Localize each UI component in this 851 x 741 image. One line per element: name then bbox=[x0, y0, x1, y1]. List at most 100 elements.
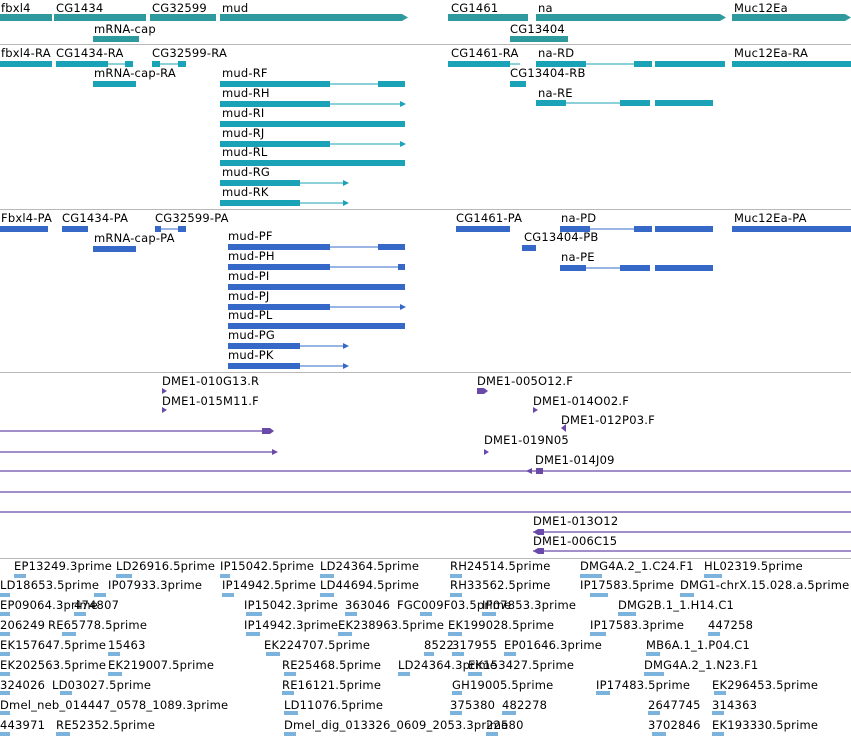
est-label[interactable]: DMG1-chrX.15.028.a.5prime bbox=[680, 578, 850, 592]
est-label[interactable]: 324026 bbox=[0, 678, 46, 692]
protein-label[interactable]: na-PE bbox=[561, 250, 595, 264]
est-label[interactable]: LD24364.5prime bbox=[320, 559, 420, 573]
transcript-label[interactable]: CG1434-RA bbox=[56, 46, 124, 60]
est-label[interactable]: HL02319.5prime bbox=[704, 559, 803, 573]
clone-label[interactable]: DME1-006C15 bbox=[533, 534, 618, 548]
est-label[interactable]: IP17583.5prime bbox=[580, 578, 675, 592]
est-label[interactable]: GH19005.5prime bbox=[452, 678, 554, 692]
est-label[interactable]: LD03027.5prime bbox=[52, 678, 152, 692]
transcript-label[interactable]: fbxl4-RA bbox=[1, 46, 51, 60]
transcript-label[interactable]: mRNA-cap-RA bbox=[94, 66, 176, 80]
gene-label[interactable]: CG13404 bbox=[510, 22, 565, 36]
est-label[interactable]: EK224707.5prime bbox=[264, 638, 371, 652]
transcript-label[interactable]: mud-RF bbox=[222, 66, 268, 80]
est-label[interactable]: 22580 bbox=[486, 718, 524, 732]
est-label[interactable]: EK199028.5prime bbox=[448, 618, 555, 632]
transcript-label[interactable]: na-RE bbox=[538, 86, 573, 100]
est-label[interactable]: EP01646.3prime bbox=[504, 638, 603, 652]
clone-label[interactable]: DME1-012P03.F bbox=[561, 413, 655, 427]
est-label[interactable]: 474807 bbox=[74, 598, 120, 612]
transcript-label[interactable]: Muc12Ea-RA bbox=[734, 46, 809, 60]
protein-label[interactable]: CG32599-PA bbox=[155, 211, 229, 225]
protein-label[interactable]: mud-PG bbox=[228, 328, 275, 342]
protein-label[interactable]: mud-PH bbox=[228, 249, 275, 263]
transcript-label[interactable]: CG32599-RA bbox=[152, 46, 228, 60]
gene-label[interactable]: CG1461 bbox=[451, 1, 499, 15]
est-label[interactable]: IP14942.5prime bbox=[222, 578, 317, 592]
gene-label[interactable]: fbxl4 bbox=[1, 1, 31, 15]
est-label[interactable]: EK238963.5prime bbox=[338, 618, 445, 632]
est-label[interactable]: DMG2B.1_1.H14.C1 bbox=[618, 598, 735, 612]
est-label[interactable]: IP17483.5prime bbox=[596, 678, 691, 692]
est-label[interactable]: RE16121.5prime bbox=[282, 678, 382, 692]
protein-label[interactable]: na-PD bbox=[561, 211, 597, 225]
est-label[interactable]: 447258 bbox=[708, 618, 754, 632]
est-label[interactable]: 8522 bbox=[424, 638, 455, 652]
protein-label[interactable]: CG1434-PA bbox=[62, 211, 129, 225]
transcript-label[interactable]: CG13404-RB bbox=[510, 66, 586, 80]
est-label[interactable]: Dmel_neb_014447_0578_1089.3prime bbox=[0, 698, 229, 712]
est-label[interactable]: EK153427.5prime bbox=[468, 658, 575, 672]
est-label[interactable]: 3702846 bbox=[648, 718, 701, 732]
est-label[interactable]: EK193330.5prime bbox=[712, 718, 819, 732]
est-label[interactable]: 314363 bbox=[712, 698, 758, 712]
clone-label[interactable]: DME1-014O02.F bbox=[533, 394, 630, 408]
protein-label[interactable]: mud-PK bbox=[228, 348, 274, 362]
est-label[interactable]: LD24364.3prime bbox=[398, 658, 498, 672]
est-label[interactable]: 443971 bbox=[0, 718, 46, 732]
gene-label[interactable]: mRNA-cap bbox=[94, 22, 156, 36]
protein-label[interactable]: Fbxl4-PA bbox=[1, 211, 53, 225]
est-label[interactable]: LD44694.5prime bbox=[320, 578, 420, 592]
est-label[interactable]: MB6A.1_1.P04.C1 bbox=[646, 638, 751, 652]
transcript-label[interactable]: mud-RJ bbox=[222, 126, 265, 140]
est-label[interactable]: RH33562.5prime bbox=[450, 578, 551, 592]
clone-label[interactable]: DME1-010G13.R bbox=[162, 374, 260, 388]
protein-label[interactable]: mud-PL bbox=[228, 308, 273, 322]
clone-label[interactable]: DME1-019N05 bbox=[484, 433, 569, 447]
transcript-label[interactable]: na-RD bbox=[538, 46, 575, 60]
protein-label[interactable]: CG13404-PB bbox=[524, 230, 599, 244]
transcript-label[interactable]: mud-RG bbox=[222, 165, 271, 179]
gene-label[interactable]: Muc12Ea bbox=[734, 1, 788, 15]
protein-label[interactable]: Muc12Ea-PA bbox=[734, 211, 807, 225]
est-label[interactable]: EP13249.3prime bbox=[14, 559, 113, 573]
est-label[interactable]: IP07933.3prime bbox=[108, 578, 203, 592]
clone-label[interactable]: DME1-013O12 bbox=[533, 514, 619, 528]
est-label[interactable]: IP15042.5prime bbox=[220, 559, 315, 573]
protein-label[interactable]: mRNA-cap-PA bbox=[94, 231, 175, 245]
est-label[interactable]: 482278 bbox=[502, 698, 548, 712]
clone-label[interactable]: DME1-014J09 bbox=[535, 453, 615, 467]
est-label[interactable]: LD26916.5prime bbox=[116, 559, 216, 573]
clone-label[interactable]: DME1-005O12.F bbox=[477, 374, 574, 388]
est-label[interactable]: 206249 bbox=[0, 618, 46, 632]
est-label[interactable]: EK296453.5prime bbox=[712, 678, 819, 692]
est-label[interactable]: IP15042.3prime bbox=[244, 598, 339, 612]
est-label[interactable]: LD18653.5prime bbox=[0, 578, 100, 592]
gene-label[interactable]: na bbox=[538, 1, 553, 15]
est-label[interactable]: LD11076.5prime bbox=[284, 698, 384, 712]
transcript-label[interactable]: mud-RL bbox=[222, 145, 268, 159]
protein-label[interactable]: CG1461-PA bbox=[456, 211, 523, 225]
clone-label[interactable]: DME1-015M11.F bbox=[162, 394, 259, 408]
gene-label[interactable]: CG1434 bbox=[56, 1, 104, 15]
est-label[interactable]: 363046 bbox=[345, 598, 391, 612]
est-label[interactable]: 317955 bbox=[452, 638, 498, 652]
est-label[interactable]: EK157647.5prime bbox=[0, 638, 107, 652]
est-label[interactable]: 15463 bbox=[108, 638, 146, 652]
est-label[interactable]: FGC009F03.5prime bbox=[397, 598, 512, 612]
transcript-label[interactable]: mud-RI bbox=[222, 106, 265, 120]
est-label[interactable]: EK219007.5prime bbox=[108, 658, 215, 672]
transcript-label[interactable]: mud-RH bbox=[222, 86, 270, 100]
est-label[interactable]: IP17583.3prime bbox=[590, 618, 685, 632]
est-label[interactable]: DMG4A.2_1.N23.F1 bbox=[644, 658, 759, 672]
protein-label[interactable]: mud-PF bbox=[228, 229, 273, 243]
est-label[interactable]: RE65778.5prime bbox=[48, 618, 148, 632]
est-label[interactable]: IP14942.3prime bbox=[244, 618, 339, 632]
transcript-label[interactable]: mud-RK bbox=[222, 185, 269, 199]
gene-label[interactable]: mud bbox=[222, 1, 249, 15]
gene-label[interactable]: CG32599 bbox=[152, 1, 207, 15]
est-label[interactable]: IP07853.3prime bbox=[482, 598, 577, 612]
protein-label[interactable]: mud-PJ bbox=[228, 289, 270, 303]
est-label[interactable]: DMG4A.2_1.C24.F1 bbox=[580, 559, 694, 573]
est-label[interactable]: 2647745 bbox=[648, 698, 701, 712]
